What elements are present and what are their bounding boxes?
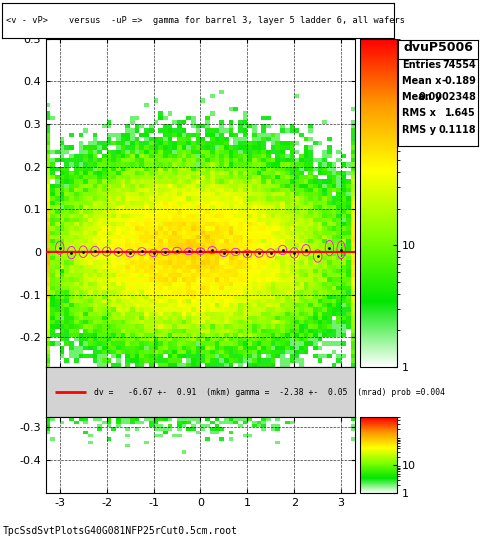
- Text: Mean y: Mean y: [401, 92, 441, 102]
- Text: TpcSsdSvtPlotsG40G081NFP25rCut0.5cm.root: TpcSsdSvtPlotsG40G081NFP25rCut0.5cm.root: [2, 526, 237, 536]
- Text: 74554: 74554: [442, 60, 475, 70]
- Text: 0.1118: 0.1118: [437, 125, 475, 135]
- Text: -0.189: -0.189: [440, 76, 475, 86]
- Text: 0.0002348: 0.0002348: [417, 92, 475, 102]
- Text: dvuP5006: dvuP5006: [402, 42, 472, 54]
- Text: Mean x: Mean x: [401, 76, 441, 86]
- Text: <v - vP>    versus  -uP =>  gamma for barrel 3, layer 5 ladder 6, all wafers: <v - vP> versus -uP => gamma for barrel …: [6, 16, 405, 25]
- Text: RMS x: RMS x: [401, 108, 435, 119]
- Text: dv =   -6.67 +-  0.91  (mkm) gamma =  -2.38 +-  0.05  (mrad) prob =0.004: dv = -6.67 +- 0.91 (mkm) gamma = -2.38 +…: [94, 388, 444, 397]
- Text: 1.645: 1.645: [444, 108, 475, 119]
- Text: Entries: Entries: [401, 60, 440, 70]
- Text: RMS y: RMS y: [401, 125, 435, 135]
